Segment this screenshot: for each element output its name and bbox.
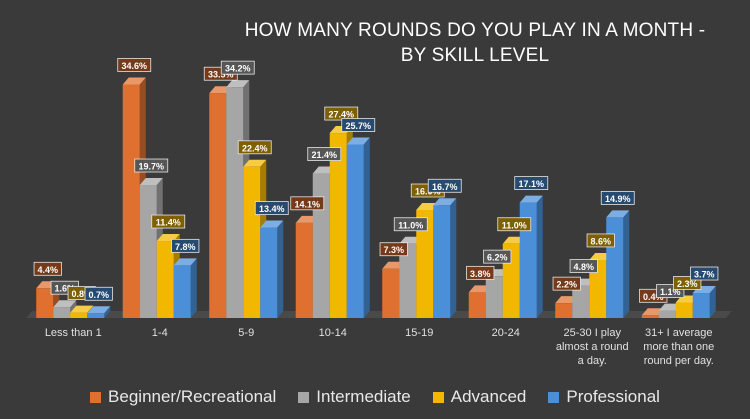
category-label-7-0: 31+ I average [645, 327, 713, 339]
legend-label-beginner: Beginner/Recreational [108, 387, 277, 406]
data-label-7-2: 2.3% [677, 279, 698, 289]
legend-label-advanced: Advanced [450, 387, 527, 406]
category-label-6-0: 25-30 I play [564, 327, 622, 339]
bar-7-3 [692, 286, 716, 318]
data-label-0-0: 4.4% [37, 265, 58, 275]
data-label-box-6-2 [586, 233, 615, 248]
data-label-1-1: 19.7% [138, 162, 164, 172]
data-label-6-2: 8.6% [590, 236, 611, 246]
data-label-box-6-0 [552, 276, 581, 291]
legend-item-professional: Professional [548, 387, 660, 407]
data-label-box-4-1 [393, 217, 428, 232]
legend-label-intermediate: Intermediate [316, 387, 411, 406]
data-label-box-2-3 [254, 201, 289, 215]
data-label-4-2: 16.0% [415, 187, 441, 197]
data-label-5-3: 17.1% [518, 179, 544, 189]
data-label-box-7-3 [690, 266, 719, 281]
data-label-box-5-2 [497, 217, 532, 232]
bar-5-3 [519, 195, 543, 318]
data-label-box-2-2 [237, 140, 272, 155]
data-label-1-0: 34.6% [121, 61, 147, 71]
data-label-box-4-3 [427, 178, 462, 193]
data-label-5-1: 6.2% [487, 253, 508, 263]
data-label-3-1: 21.4% [311, 150, 337, 160]
legend-item-advanced: Advanced [432, 387, 527, 407]
data-label-3-0: 14.1% [294, 199, 320, 209]
legend-swatch-beginner [90, 391, 102, 403]
data-label-box-1-1 [134, 158, 169, 173]
category-label-5-0: 20-24 [492, 327, 520, 339]
data-label-1-2: 11.4% [156, 218, 181, 228]
chart-legend: Beginner/Recreational Intermediate Advan… [0, 383, 750, 411]
chart-title-line-2: BY SKILL LEVEL [400, 45, 550, 66]
data-label-4-1: 11.0% [398, 220, 423, 230]
data-label-box-3-1 [307, 147, 342, 161]
data-label-2-1: 34.2% [225, 64, 251, 74]
data-label-box-6-3 [600, 191, 635, 205]
data-label-5-2: 11.0% [502, 220, 527, 230]
data-label-box-3-2 [324, 106, 359, 121]
data-label-2-2: 22.4% [242, 143, 268, 153]
data-label-box-1-0 [117, 58, 152, 72]
data-label-box-3-3 [341, 118, 376, 132]
category-label-7-2: round per day. [644, 355, 714, 367]
category-label-1-0: 1-4 [152, 327, 168, 339]
data-label-6-0: 2.2% [556, 280, 577, 290]
data-label-6-3: 14.9% [605, 194, 631, 204]
category-label-2-0: 5-9 [238, 327, 254, 339]
bar-1-3 [173, 258, 197, 318]
data-label-6-1: 4.8% [573, 262, 594, 272]
data-label-0-1: 1.6% [54, 284, 75, 294]
data-label-2-0: 33.3% [208, 70, 234, 80]
chart-title-line-1: HOW MANY ROUNDS DO YOU PLAY IN A MONTH - [244, 20, 706, 41]
data-label-7-1: 1.1% [660, 287, 681, 297]
data-label-box-5-0 [466, 265, 495, 280]
category-label-0-0: Less than 1 [45, 327, 102, 339]
category-label-6-1: almost a round [556, 341, 629, 353]
legend-swatch-professional [548, 391, 560, 403]
bar-0-3 [87, 306, 111, 318]
category-label-7-1: more than one [643, 341, 714, 353]
data-label-box-1-3 [171, 238, 200, 253]
data-label-2-3: 13.4% [259, 204, 285, 214]
data-label-box-1-2 [151, 214, 186, 229]
data-label-1-3: 7.8% [175, 242, 196, 252]
data-label-4-0: 7.3% [383, 245, 404, 255]
data-label-box-4-0 [379, 242, 408, 257]
data-label-3-3: 25.7% [345, 121, 371, 131]
legend-swatch-intermediate [298, 391, 310, 403]
legend-item-beginner: Beginner/Recreational [90, 387, 276, 407]
category-label-3-0: 10-14 [319, 327, 347, 339]
legend-label-professional: Professional [566, 387, 660, 406]
category-label-4-0: 15-19 [405, 327, 433, 339]
data-label-7-0: 0.4% [643, 292, 664, 302]
data-label-box-5-1 [483, 249, 512, 264]
legend-item-intermediate: Intermediate [298, 387, 411, 407]
legend-swatch-advanced [432, 391, 444, 403]
data-label-box-6-1 [569, 259, 598, 274]
data-label-box-0-0 [33, 261, 62, 276]
data-label-5-0: 3.8% [470, 269, 491, 279]
data-label-box-3-0 [290, 196, 325, 211]
data-label-3-2: 27.4% [328, 110, 354, 120]
category-label-6-2: a day. [578, 355, 607, 367]
bar-4-3 [433, 198, 457, 318]
data-label-0-2: 0.8% [71, 289, 92, 299]
data-label-box-2-1 [220, 60, 255, 75]
bar-6-3 [606, 210, 630, 318]
data-label-box-0-3 [84, 286, 113, 301]
data-label-0-3: 0.7% [88, 290, 109, 300]
bar-2-3 [260, 220, 284, 318]
bar-3-3 [346, 137, 370, 318]
data-label-box-5-3 [514, 176, 549, 190]
data-label-4-3: 16.7% [432, 182, 458, 192]
data-label-7-3: 3.7% [694, 270, 715, 280]
